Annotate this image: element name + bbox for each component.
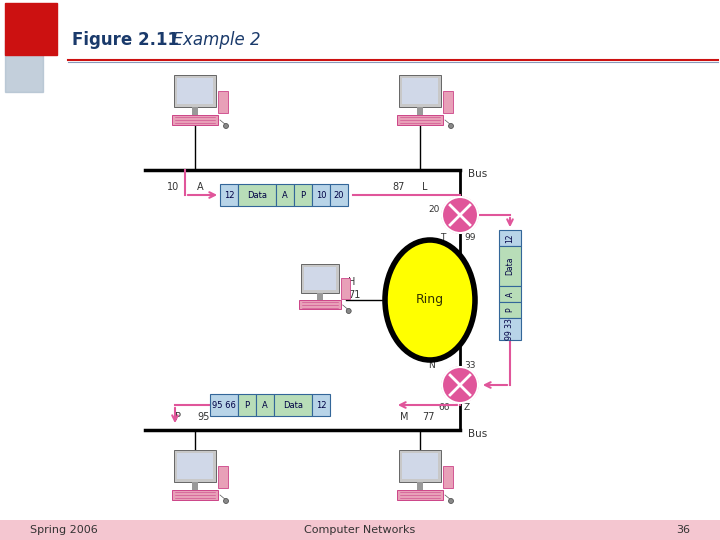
Text: N: N xyxy=(428,361,435,369)
Text: Ring: Ring xyxy=(416,294,444,307)
Text: P: P xyxy=(244,401,250,409)
Text: 95 66: 95 66 xyxy=(212,401,236,409)
Bar xyxy=(238,184,276,206)
Bar xyxy=(301,264,339,293)
Text: 36: 36 xyxy=(676,525,690,535)
Circle shape xyxy=(442,367,478,403)
Bar xyxy=(5,40,43,92)
Text: 10: 10 xyxy=(167,182,179,192)
Ellipse shape xyxy=(385,240,475,360)
Text: Figure 2.11: Figure 2.11 xyxy=(72,31,179,49)
Circle shape xyxy=(442,197,478,233)
Bar xyxy=(177,78,213,104)
Bar xyxy=(294,184,312,206)
Bar xyxy=(5,3,57,55)
Bar xyxy=(172,490,218,500)
Circle shape xyxy=(449,498,454,503)
Bar xyxy=(300,300,341,309)
Bar xyxy=(192,107,198,115)
Bar xyxy=(220,184,238,206)
Bar xyxy=(274,394,312,416)
Text: Spring 2006: Spring 2006 xyxy=(30,525,98,535)
Text: 12: 12 xyxy=(316,401,326,409)
Bar xyxy=(312,184,330,206)
Bar xyxy=(397,115,443,125)
Text: P: P xyxy=(175,412,181,422)
Bar xyxy=(499,302,521,318)
Text: Bus: Bus xyxy=(468,429,487,439)
Circle shape xyxy=(223,124,228,129)
Text: A: A xyxy=(197,182,204,192)
Text: P: P xyxy=(300,191,305,199)
Bar xyxy=(174,75,216,107)
Text: Example 2: Example 2 xyxy=(162,31,261,49)
Text: 99 33: 99 33 xyxy=(505,318,515,340)
Bar xyxy=(330,184,348,206)
Bar xyxy=(174,450,216,482)
Text: 95: 95 xyxy=(197,412,210,422)
Bar xyxy=(341,279,350,299)
Text: 33: 33 xyxy=(464,361,475,369)
Bar xyxy=(312,394,330,416)
Text: 20: 20 xyxy=(334,191,344,199)
Bar xyxy=(218,91,228,113)
Text: 20: 20 xyxy=(428,205,439,213)
Bar xyxy=(210,394,238,416)
Bar xyxy=(499,246,521,286)
Bar xyxy=(417,482,423,490)
Bar xyxy=(402,78,438,104)
Text: Z: Z xyxy=(464,402,470,411)
Bar xyxy=(399,75,441,107)
Text: Data: Data xyxy=(283,401,303,409)
Bar xyxy=(256,394,274,416)
Text: 99: 99 xyxy=(464,233,475,241)
Bar xyxy=(276,184,294,206)
Text: Bus: Bus xyxy=(468,169,487,179)
Circle shape xyxy=(449,124,454,129)
Circle shape xyxy=(223,498,228,503)
Bar xyxy=(443,91,453,113)
Circle shape xyxy=(346,308,351,314)
Bar xyxy=(443,466,453,488)
Bar xyxy=(499,286,521,302)
Bar xyxy=(0,520,720,540)
Text: 12: 12 xyxy=(224,191,234,199)
Bar xyxy=(192,482,198,490)
Text: 10: 10 xyxy=(316,191,326,199)
Bar xyxy=(317,293,323,300)
Bar xyxy=(399,450,441,482)
Bar xyxy=(304,267,336,290)
Text: F: F xyxy=(464,205,469,213)
Text: 77: 77 xyxy=(422,412,434,422)
Bar xyxy=(417,107,423,115)
Text: M: M xyxy=(400,412,408,422)
Bar xyxy=(172,115,218,125)
Text: Data: Data xyxy=(247,191,267,199)
Text: 12: 12 xyxy=(505,233,515,243)
Bar xyxy=(177,453,213,479)
Text: 87: 87 xyxy=(392,182,405,192)
Text: A: A xyxy=(505,292,515,296)
Bar xyxy=(397,490,443,500)
Text: Computer Networks: Computer Networks xyxy=(305,525,415,535)
Text: A: A xyxy=(282,191,288,199)
Text: Data: Data xyxy=(505,256,515,275)
Bar xyxy=(238,394,256,416)
Text: 71: 71 xyxy=(348,290,361,300)
Text: L: L xyxy=(422,182,428,192)
Text: T: T xyxy=(440,233,446,241)
Text: P: P xyxy=(505,308,515,312)
Text: 66: 66 xyxy=(438,402,449,411)
Text: A: A xyxy=(262,401,268,409)
Text: H: H xyxy=(348,277,356,287)
Bar xyxy=(499,318,521,340)
Bar xyxy=(218,466,228,488)
Bar xyxy=(402,453,438,479)
Bar xyxy=(499,230,521,246)
